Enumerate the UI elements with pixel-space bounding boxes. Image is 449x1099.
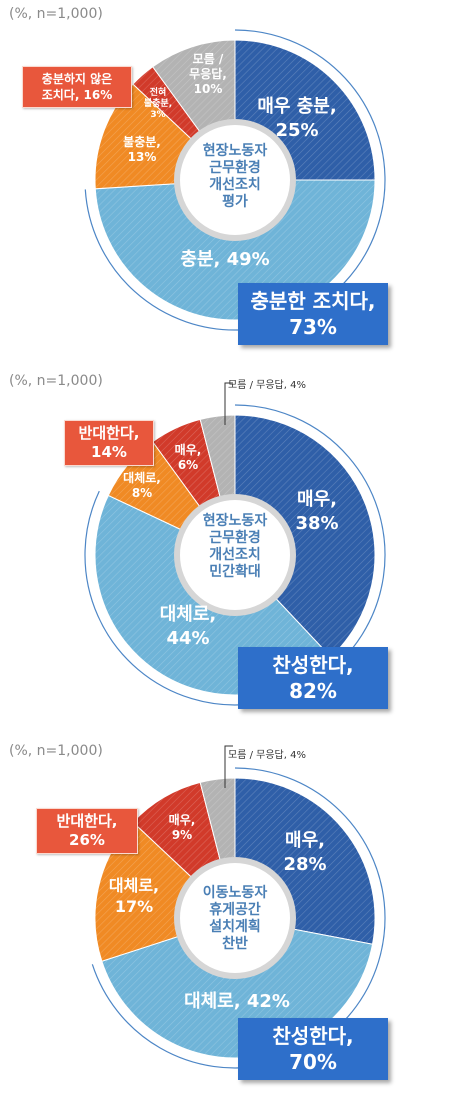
slice-label-insufficient: 불충분, 13% (123, 135, 161, 164)
callout-other: 모름 / 무응답, 4% (228, 750, 306, 761)
callout-negative: 반대한다, 14% (64, 420, 154, 466)
slice-label-disagree: 대체로, 8% (123, 471, 161, 500)
pie-chart-evaluation (84, 29, 386, 331)
slice-label-very-sufficient: 매우 충분, 25% (257, 96, 337, 141)
chart-panel-evaluation: (%, n=1,000) 현장노동자 근무환경 개선조치 평가 매우 충분, 2… (0, 0, 449, 365)
slice-label-strongly-agree: 매우, 28% (283, 830, 327, 875)
center-hole (174, 119, 296, 241)
other-leader-line (224, 382, 233, 425)
positive-group-arc (91, 767, 386, 1069)
sample-note: (%, n=1,000) (9, 373, 103, 389)
callout-positive: 충분한 조치다, 73% (238, 283, 388, 345)
sample-note: (%, n=1,000) (9, 743, 103, 759)
callout-negative: 충분하지 않은 조치다, 16% (22, 66, 132, 108)
sample-note: (%, n=1,000) (9, 6, 103, 22)
center-hole (174, 494, 296, 616)
pie-slice-texture (235, 415, 375, 658)
slice-label-strongly-agree: 매우, 38% (295, 489, 339, 534)
center-label: 이동노동자 휴게공간 설치계획 찬반 (202, 885, 268, 952)
slice-label-disagree: 대체로, 17% (108, 876, 160, 916)
slice-label-strongly-disagree: 매우, 6% (174, 443, 202, 472)
positive-group-arc (84, 29, 386, 331)
slice-label-not-at-all: 전혀 불충분, 3% (143, 88, 173, 120)
slice-label-agree: 대체로, 42% (184, 991, 290, 1012)
callout-negative: 반대한다, 26% (36, 808, 138, 854)
chart-panel-rest-space: (%, n=1,000) 이동노동자 휴게공간 설치계획 찬반 매우, 28% … (0, 735, 449, 1099)
other-leader-line (224, 745, 233, 788)
pie-chart-private-expansion (84, 382, 386, 706)
center-label: 현장노동자 근무환경 개선조치 민간확대 (202, 513, 268, 580)
center-hole (174, 857, 296, 979)
slice-label-agree: 대체로, 44% (159, 604, 217, 649)
center-label: 현장노동자 근무환경 개선조치 평가 (202, 143, 268, 210)
chart-panel-private-expansion: (%, n=1,000) 현장노동자 근무환경 개선조치 민간확대 매우, 38… (0, 365, 449, 735)
callout-other: 모름 / 무응답, 4% (228, 380, 306, 391)
slice-label-sufficient: 충분, 49% (180, 249, 270, 270)
slice-label-unknown: 모름 / 무응답, 10% (189, 52, 227, 96)
callout-positive: 찬성한다, 82% (238, 647, 388, 709)
slice-label-strongly-disagree: 매우, 9% (168, 813, 196, 842)
callout-positive: 찬성한다, 70% (238, 1018, 388, 1080)
